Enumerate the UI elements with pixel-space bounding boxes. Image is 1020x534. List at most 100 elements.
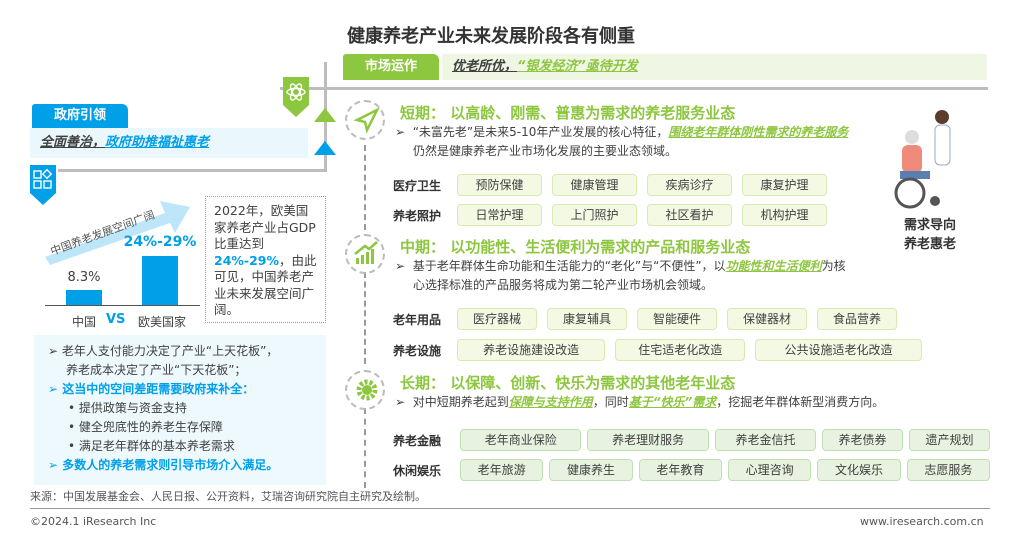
government-bullets: ➢ 老年人支付能力决定了产业“上天花板”， 养老成本决定了产业“下天花板”； ➢ 这… (34, 335, 326, 485)
bullet-item: ➢ 这当中的空间差距需要政府来补全： (48, 382, 255, 396)
category-pill: 公共设施适老化改造 (755, 339, 922, 361)
government-label: 政府引领 (32, 104, 128, 128)
bullet-text: 多数人的养老需求则引导市场介入满足。 (62, 458, 279, 472)
page-title: 健康养老产业未来发展阶段各有侧重 (347, 26, 635, 47)
stage-title: 短期： 以高龄、刚需、普惠为需求的养老服务业态 (400, 104, 736, 122)
connector-line (58, 169, 327, 172)
category-pill: 健康管理 (552, 174, 637, 196)
slogan-part: 全面善治， (40, 135, 106, 150)
bullet-text: 这当中的空间差距需要政府来补全： (62, 382, 255, 396)
desc-part: 基于老年群体生命功能和生活能力的“老化”与“不便性”，以 (412, 259, 726, 273)
category-pill: 保健器材 (727, 308, 807, 330)
stage-description: ➢ 基于老年群体生命功能和生活能力的“老化”与“不便性”，以功能性和生活便利为核… (395, 259, 846, 292)
category-label: 中国 (71, 315, 96, 329)
growth-chart-icon (345, 234, 385, 274)
row-label: 养老照护 (393, 209, 442, 223)
category-pill: 住宅适老化改造 (615, 339, 746, 361)
slogan-part: 优老所优， (452, 59, 518, 74)
row-label: 休闲娱乐 (393, 464, 442, 478)
desc-part: 基于“快乐”需求 (628, 395, 717, 409)
up-triangle-green (314, 108, 336, 122)
elderly-care-illustration (894, 110, 951, 209)
category-pill: 预防保健 (457, 174, 542, 196)
timeline-dash (364, 408, 366, 488)
category-pill: 疾病诊疗 (647, 174, 732, 196)
timeline-dash (364, 145, 366, 230)
desc-part: ，挖掘老年群体新型消费方向。 (716, 395, 885, 409)
caption-line: 养老惠老 (903, 237, 956, 252)
bullet-text: 老年人支付能力决定了产业“上天花板”， (61, 344, 279, 358)
desc-part: 仍然是健康养老产业市场化发展的主要业态领域。 (413, 144, 678, 158)
row-label: 养老设施 (393, 344, 442, 358)
bullet-text: 提供政策与资金支持 (78, 401, 187, 415)
stage-title: 中期： 以功能性、生活便利为需求的产品和服务业态 (400, 238, 751, 256)
category-pill: 老年商业保险 (460, 429, 582, 451)
market-label: 市场运作 (343, 54, 439, 80)
category-pill: 养老债券 (822, 429, 904, 451)
category-pill: 养老理财服务 (587, 429, 709, 451)
category-label: 欧美国家 (137, 315, 186, 329)
bar-1 (142, 256, 178, 305)
desc-part: 保障与支持作用 (508, 395, 593, 409)
desc-part: 围绕老年群体刚性需求的养老服务 (668, 125, 849, 139)
category-pill: 志愿服务 (906, 459, 990, 481)
category-pill: 老年旅游 (460, 459, 544, 481)
category-pill: 养老设施建设改造 (457, 339, 606, 361)
footer-divider (30, 508, 990, 509)
bullet-text: 养老成本决定了产业“下天花板”； (66, 363, 247, 377)
category-pill: 康复辅具 (547, 308, 627, 330)
row-label: 老年用品 (393, 313, 442, 327)
paper-plane-icon (345, 100, 385, 140)
desc-part: 为核心选择标准的产品服务将成为第二轮产业市场机会领域。 (413, 259, 846, 292)
category-pill: 养老金信托 (714, 429, 817, 451)
illustration-caption: 需求导向 养老惠老 (890, 216, 970, 254)
category-pill: 日常护理 (457, 204, 542, 226)
desc-part: “未富先老”是未来5-10年产业发展的核心特征， (412, 125, 669, 139)
apps-icon (30, 165, 56, 205)
bar-value-label: 8.3% (67, 270, 101, 285)
growth-arrow-banner (45, 201, 190, 265)
bar-value-label: 24%-29% (123, 234, 197, 250)
note-highlight: 24%-29% (214, 252, 280, 268)
website: www.iresearch.com.cn (860, 515, 984, 528)
stage-title: 长期： 以保障、创新、快乐为需求的其他老年业态 (400, 374, 736, 392)
atom-icon (283, 77, 309, 117)
category-pill: 康复护理 (742, 174, 827, 196)
timeline-dash (364, 272, 366, 364)
copyright: ©2024.1 iResearch Inc (30, 515, 157, 528)
slogan-part: “银发经济”亟待开发 (517, 59, 638, 74)
bullet-item: ➢ 老年人支付能力决定了产业“上天花板”， (48, 344, 279, 358)
bar-0 (66, 290, 102, 305)
category-pill: 上门照护 (552, 204, 637, 226)
desc-part: 对中短期养老起到 (412, 395, 509, 409)
bullet-item: 养老成本决定了产业“下天花板”； (48, 361, 326, 380)
desc-part: ，同时 (592, 395, 629, 409)
bullet-item: ➢ 多数人的养老需求则引导市场介入满足。 (48, 458, 279, 472)
category-pill: 心理咨询 (728, 459, 812, 481)
category-pill: 食品营养 (817, 308, 897, 330)
gdp-note: 2022年，欧美国家养老产业占GDP比重达到24%-29%，由此可见，中国养老产… (205, 196, 326, 323)
category-pill: 机构护理 (742, 204, 827, 226)
category-pill: 智能硬件 (637, 308, 717, 330)
government-slogan: 全面善治，政府助推福祉惠老 (30, 128, 308, 158)
desc-part: 功能性和生活便利 (725, 259, 822, 273)
slogan-part: 政府助推福祉惠老 (105, 135, 210, 150)
caption-line: 需求导向 (903, 218, 956, 233)
gear-icon (345, 370, 385, 410)
stage-description: ➢ “未富先老”是未来5-10年产业发展的核心特征，围绕老年群体刚性需求的养老服… (395, 125, 849, 158)
chart-baseline (45, 305, 200, 306)
category-pill: 遗产规划 (909, 429, 990, 451)
bullet-text: 满足老年群体的基本养老需求 (78, 439, 235, 453)
row-label: 医疗卫生 (393, 179, 442, 193)
category-pill: 社区看护 (647, 204, 732, 226)
category-pill: 健康养生 (549, 459, 633, 481)
bullet-item: • 满足老年群体的基本养老需求 (68, 439, 235, 453)
category-pill: 老年教育 (638, 459, 722, 481)
up-triangle-blue (314, 141, 336, 155)
market-slogan: 优老所优，“银发经济”亟待开发 (442, 54, 987, 80)
note-text: ，由此可见，中国养老产业未来发展空间广阔。 (214, 252, 317, 318)
category-pill: 文化娱乐 (817, 459, 901, 481)
vs-label: VS (106, 312, 126, 327)
source-note: 来源：中国发展基金会、人民日报、公开资料，艾瑞咨询研究院自主研究及绘制。 (30, 490, 426, 503)
row-label: 养老金融 (393, 434, 442, 448)
